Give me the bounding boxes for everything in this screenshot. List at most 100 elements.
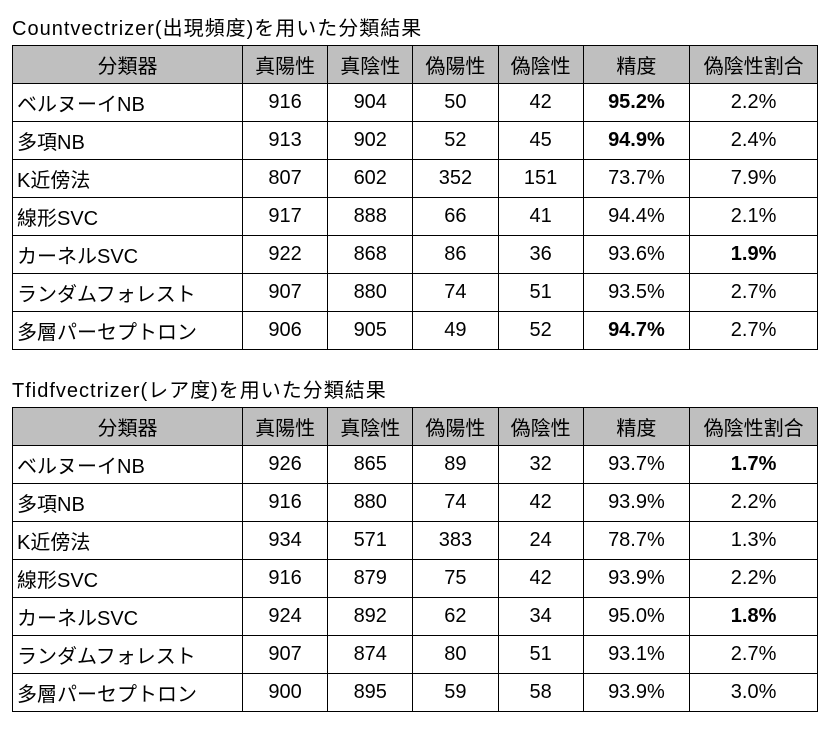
table-header-cell: 偽陰性	[498, 46, 583, 84]
table-header-cell: 偽陰性割合	[690, 46, 818, 84]
table-header-cell: 精度	[583, 408, 689, 446]
tp-cell: 907	[243, 274, 328, 312]
acc-cell: 95.0%	[583, 598, 689, 636]
tn-cell: 888	[328, 198, 413, 236]
tp-cell: 900	[243, 674, 328, 712]
fnr-cell: 2.7%	[690, 312, 818, 350]
classifier-cell: 線形SVC	[13, 560, 243, 598]
acc-cell: 93.5%	[583, 274, 689, 312]
tp-cell: 934	[243, 522, 328, 560]
fnr-cell: 1.8%	[690, 598, 818, 636]
fp-cell: 66	[413, 198, 498, 236]
fn-cell: 151	[498, 160, 583, 198]
classifier-cell: カーネルSVC	[13, 236, 243, 274]
fp-cell: 50	[413, 84, 498, 122]
section-title: Countvectrizer(出現頻度)を用いた分類結果	[12, 12, 818, 41]
results-table: 分類器真陽性真陰性偽陽性偽陰性精度偽陰性割合ベルヌーイNB91690450429…	[12, 45, 818, 350]
table-row: 多項NB916880744293.9%2.2%	[13, 484, 818, 522]
fnr-cell: 7.9%	[690, 160, 818, 198]
tn-cell: 868	[328, 236, 413, 274]
table-header-cell: 偽陰性	[498, 408, 583, 446]
fn-cell: 32	[498, 446, 583, 484]
fp-cell: 62	[413, 598, 498, 636]
table-row: 多層パーセプトロン906905495294.7%2.7%	[13, 312, 818, 350]
tp-cell: 906	[243, 312, 328, 350]
fnr-cell: 2.2%	[690, 84, 818, 122]
section-title: Tfidfvectrizer(レア度)を用いた分類結果	[12, 374, 818, 403]
acc-cell: 94.9%	[583, 122, 689, 160]
table-row: 線形SVC916879754293.9%2.2%	[13, 560, 818, 598]
fp-cell: 352	[413, 160, 498, 198]
fn-cell: 52	[498, 312, 583, 350]
table-row: 多項NB913902524594.9%2.4%	[13, 122, 818, 160]
table-row: 多層パーセプトロン900895595893.9%3.0%	[13, 674, 818, 712]
classifier-cell: K近傍法	[13, 522, 243, 560]
fnr-cell: 3.0%	[690, 674, 818, 712]
table-header-cell: 真陽性	[243, 408, 328, 446]
classifier-cell: ランダムフォレスト	[13, 274, 243, 312]
fp-cell: 52	[413, 122, 498, 160]
table-header-cell: 真陰性	[328, 46, 413, 84]
fn-cell: 24	[498, 522, 583, 560]
classifier-cell: 多層パーセプトロン	[13, 674, 243, 712]
table-row: カーネルSVC922868863693.6%1.9%	[13, 236, 818, 274]
classifier-cell: ベルヌーイNB	[13, 446, 243, 484]
results-section-1: Tfidfvectrizer(レア度)を用いた分類結果分類器真陽性真陰性偽陽性偽…	[12, 374, 818, 712]
table-header-cell: 分類器	[13, 408, 243, 446]
acc-cell: 94.7%	[583, 312, 689, 350]
fn-cell: 42	[498, 84, 583, 122]
fp-cell: 49	[413, 312, 498, 350]
results-table: 分類器真陽性真陰性偽陽性偽陰性精度偽陰性割合ベルヌーイNB92686589329…	[12, 407, 818, 712]
fn-cell: 42	[498, 560, 583, 598]
tn-cell: 879	[328, 560, 413, 598]
tp-cell: 916	[243, 560, 328, 598]
tn-cell: 880	[328, 484, 413, 522]
results-section-0: Countvectrizer(出現頻度)を用いた分類結果分類器真陽性真陰性偽陽性…	[12, 12, 818, 350]
fn-cell: 58	[498, 674, 583, 712]
table-header-row: 分類器真陽性真陰性偽陽性偽陰性精度偽陰性割合	[13, 46, 818, 84]
fnr-cell: 2.7%	[690, 636, 818, 674]
acc-cell: 93.9%	[583, 484, 689, 522]
tn-cell: 880	[328, 274, 413, 312]
fn-cell: 45	[498, 122, 583, 160]
fp-cell: 89	[413, 446, 498, 484]
fp-cell: 80	[413, 636, 498, 674]
fn-cell: 34	[498, 598, 583, 636]
table-row: ランダムフォレスト907874805193.1%2.7%	[13, 636, 818, 674]
classifier-cell: 多項NB	[13, 484, 243, 522]
fn-cell: 36	[498, 236, 583, 274]
table-row: ランダムフォレスト907880745193.5%2.7%	[13, 274, 818, 312]
table-header-cell: 精度	[583, 46, 689, 84]
acc-cell: 93.9%	[583, 674, 689, 712]
fp-cell: 59	[413, 674, 498, 712]
tn-cell: 865	[328, 446, 413, 484]
fnr-cell: 1.3%	[690, 522, 818, 560]
table-header-cell: 真陽性	[243, 46, 328, 84]
tn-cell: 874	[328, 636, 413, 674]
acc-cell: 93.6%	[583, 236, 689, 274]
table-header-row: 分類器真陽性真陰性偽陽性偽陰性精度偽陰性割合	[13, 408, 818, 446]
tn-cell: 892	[328, 598, 413, 636]
acc-cell: 94.4%	[583, 198, 689, 236]
acc-cell: 95.2%	[583, 84, 689, 122]
classifier-cell: 多層パーセプトロン	[13, 312, 243, 350]
fnr-cell: 2.7%	[690, 274, 818, 312]
table-row: カーネルSVC924892623495.0%1.8%	[13, 598, 818, 636]
tp-cell: 926	[243, 446, 328, 484]
table-row: 線形SVC917888664194.4%2.1%	[13, 198, 818, 236]
tp-cell: 917	[243, 198, 328, 236]
table-row: ベルヌーイNB916904504295.2%2.2%	[13, 84, 818, 122]
table-header-cell: 偽陽性	[413, 408, 498, 446]
classifier-cell: ベルヌーイNB	[13, 84, 243, 122]
fnr-cell: 2.4%	[690, 122, 818, 160]
acc-cell: 93.7%	[583, 446, 689, 484]
fnr-cell: 1.9%	[690, 236, 818, 274]
tp-cell: 807	[243, 160, 328, 198]
fp-cell: 74	[413, 484, 498, 522]
fnr-cell: 2.2%	[690, 484, 818, 522]
fp-cell: 74	[413, 274, 498, 312]
tn-cell: 905	[328, 312, 413, 350]
fnr-cell: 2.2%	[690, 560, 818, 598]
table-header-cell: 分類器	[13, 46, 243, 84]
classifier-cell: ランダムフォレスト	[13, 636, 243, 674]
